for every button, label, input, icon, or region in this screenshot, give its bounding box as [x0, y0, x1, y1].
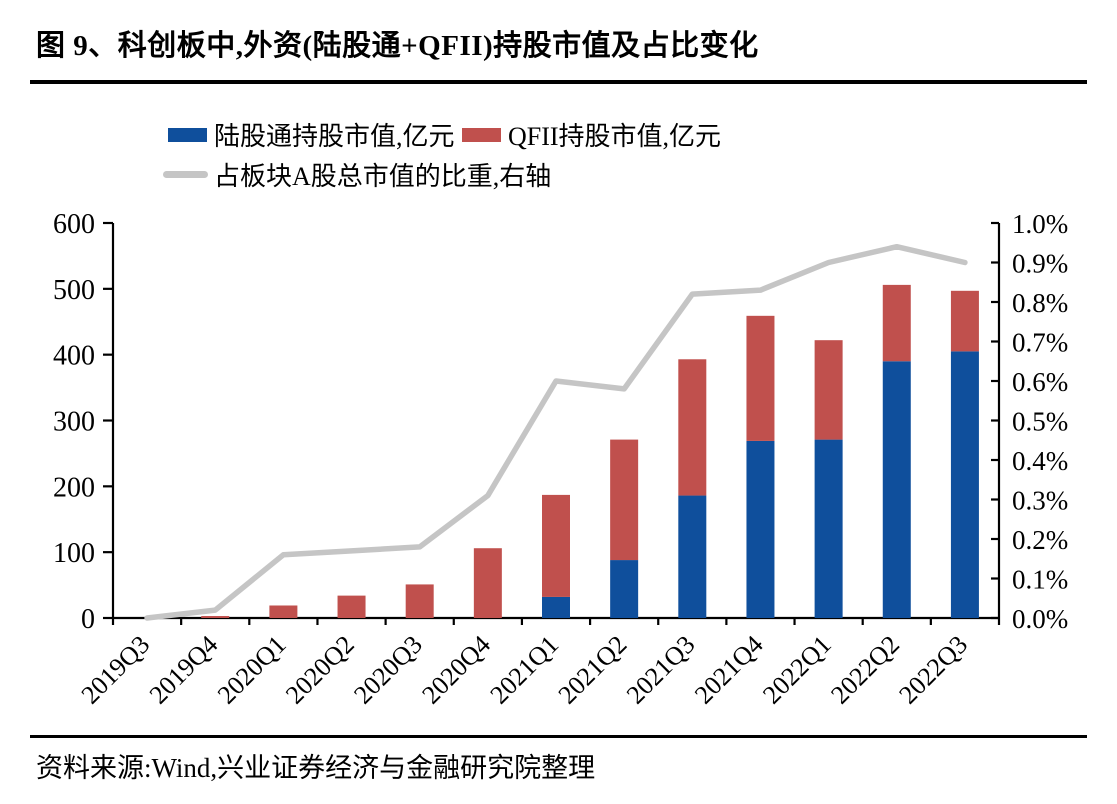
- x-axis-category-label: 2019Q4: [144, 630, 224, 710]
- ratio-line-swatch-icon: [163, 171, 208, 178]
- x-axis-category-label: 2021Q3: [621, 630, 701, 710]
- x-axis-category-label: 2019Q3: [76, 630, 156, 710]
- bar-segment-lugutong: [950, 351, 979, 618]
- source-note: 资料来源:Wind,兴业证券经济与金融研究院整理: [36, 753, 596, 783]
- bar-segment-lugutong: [746, 440, 775, 618]
- left-axis-label: 500: [53, 275, 95, 306]
- x-axis-category-label: 2022Q2: [825, 630, 905, 710]
- right-axis-label: 1.0%: [1012, 209, 1068, 239]
- qfii-swatch-icon: [462, 127, 501, 142]
- x-axis-category-label: 2020Q2: [280, 630, 360, 710]
- right-axis-label: 0.8%: [1012, 288, 1068, 318]
- bar-segment-qfii: [814, 340, 843, 440]
- lugutong-swatch-icon: [168, 127, 207, 142]
- bar-segment-qfii: [405, 584, 434, 618]
- left-axis-label: 0: [81, 604, 95, 635]
- x-axis-category-label: 2020Q3: [348, 630, 428, 710]
- legend-item-lugutong: 陆股通持股市值,亿元: [168, 116, 455, 153]
- title-divider: [30, 80, 1087, 84]
- bar-segment-qfii: [746, 315, 775, 441]
- right-axis-label: 0.6%: [1012, 367, 1068, 397]
- left-axis-label: 600: [53, 209, 95, 240]
- bar-segment-qfii: [610, 439, 639, 561]
- ratio-line: [144, 243, 968, 621]
- right-axis-label: 0.2%: [1012, 525, 1068, 555]
- bar-segment-qfii: [269, 605, 298, 618]
- bar-segment-lugutong: [814, 439, 843, 618]
- bar-segment-qfii: [542, 494, 570, 597]
- figure-title: 图 9、科创板中,外资(陆股通+QFII)持股市值及占比变化: [36, 30, 759, 62]
- bar-segment-lugutong: [678, 495, 707, 618]
- bar-segment-qfii: [337, 595, 366, 618]
- x-axis-category-label: 2022Q3: [893, 630, 973, 710]
- legend-label-qfii: QFII持股市值,亿元: [508, 122, 722, 151]
- legend-label-lugutong: 陆股通持股市值,亿元: [214, 122, 455, 151]
- right-axis-label: 0.9%: [1012, 249, 1068, 279]
- bar-segment-lugutong: [542, 596, 570, 618]
- x-axis-category-label: 2022Q1: [757, 630, 837, 710]
- bar-segment-lugutong: [610, 560, 639, 618]
- x-axis-category-label: 2021Q2: [553, 630, 633, 710]
- x-axis-category-label: 2020Q1: [212, 630, 292, 710]
- right-axis-label: 0.0%: [1012, 604, 1068, 634]
- x-axis-category-label: 2021Q4: [689, 630, 769, 710]
- right-axis-label: 0.3%: [1012, 486, 1068, 516]
- legend-item-ratio: 占板块A股总市值的比重,右轴: [163, 156, 551, 193]
- left-axis-label: 200: [53, 472, 95, 503]
- left-axis-label: 400: [53, 341, 95, 372]
- bar-segment-qfii: [678, 359, 707, 496]
- footer-divider: [30, 735, 1087, 738]
- x-axis-category-label: 2021Q1: [484, 630, 564, 710]
- right-axis-label: 0.5%: [1012, 407, 1068, 437]
- legend-label-ratio: 占板块A股总市值的比重,右轴: [214, 162, 552, 191]
- bar-segment-qfii: [950, 290, 979, 352]
- bar-segment-qfii: [882, 284, 911, 362]
- bar-segment-lugutong: [882, 361, 911, 618]
- legend-item-qfii: QFII持股市值,亿元: [462, 116, 721, 153]
- x-axis-category-label: 2020Q4: [416, 630, 496, 710]
- right-axis-label: 0.4%: [1012, 446, 1068, 476]
- right-axis-label: 0.1%: [1012, 565, 1068, 595]
- right-axis-label: 0.7%: [1012, 328, 1068, 358]
- left-axis-label: 300: [53, 407, 95, 438]
- bar-segment-qfii: [473, 548, 502, 618]
- bar-segment-qfii: [201, 616, 230, 618]
- left-axis-label: 100: [53, 538, 95, 569]
